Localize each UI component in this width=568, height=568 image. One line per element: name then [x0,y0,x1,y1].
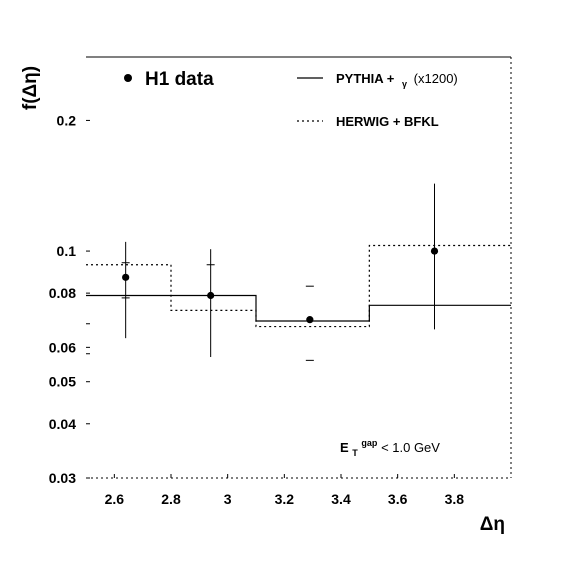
legend-pythia-gamma: γ [402,79,407,89]
x-tick-label: 2.8 [161,491,181,507]
cut-annotation: E T gap < 1.0 GeV [340,434,440,459]
x-axis-ticks: 2.6 2.8 3 3.2 3.4 3.6 3.8 [105,474,465,507]
legend-pythia-main: PYTHIA + [336,71,395,86]
h1-data-point [207,291,215,300]
legend-pythia-factor: (x1200) [414,71,458,86]
x-tick-label: 3.8 [445,491,465,507]
cut-annotation-sup: gap [361,438,378,448]
y-tick-label: 0.1 [57,243,77,259]
cut-annotation-rest: < 1.0 GeV [381,440,440,455]
legend-data-marker [124,74,132,82]
data-points [121,183,439,361]
h1-data-point [306,316,314,324]
legend-data-label: H1 data [145,69,214,90]
histograms [86,244,511,328]
legend-herwig-label: HERWIG + BFKL [336,114,439,129]
plot-frame [86,56,512,479]
pythia-histogram [86,294,511,322]
h1-data-point [430,247,439,255]
herwig-histogram [86,244,511,328]
x-tick-label: 3.6 [388,491,408,507]
x-axis-title: Δη [480,514,505,535]
x-tick-label: 2.6 [105,491,125,507]
legend-pythia-label: PYTHIA + γ (x1200) [336,71,458,90]
y-tick-label: 0.04 [49,416,76,432]
y-tick-label: 0.06 [49,339,76,355]
cut-annotation-sub: T [352,448,358,458]
y-tick-label: 0.2 [57,112,77,128]
x-tick-label: 3.2 [275,491,295,507]
y-tick-label: 0.08 [49,285,76,301]
y-tick-label: 0.03 [49,470,76,486]
x-tick-label: 3 [224,491,232,507]
y-tick-label: 0.05 [49,374,76,390]
cut-annotation-e: E [340,440,349,455]
h1-data-point [122,273,130,281]
x-tick-label: 3.4 [331,491,351,507]
y-axis-ticks: 0.03 0.04 0.05 0.06 0.08 0.1 0.2 [49,112,90,486]
y-axis-title: f(Δη) [20,66,41,110]
